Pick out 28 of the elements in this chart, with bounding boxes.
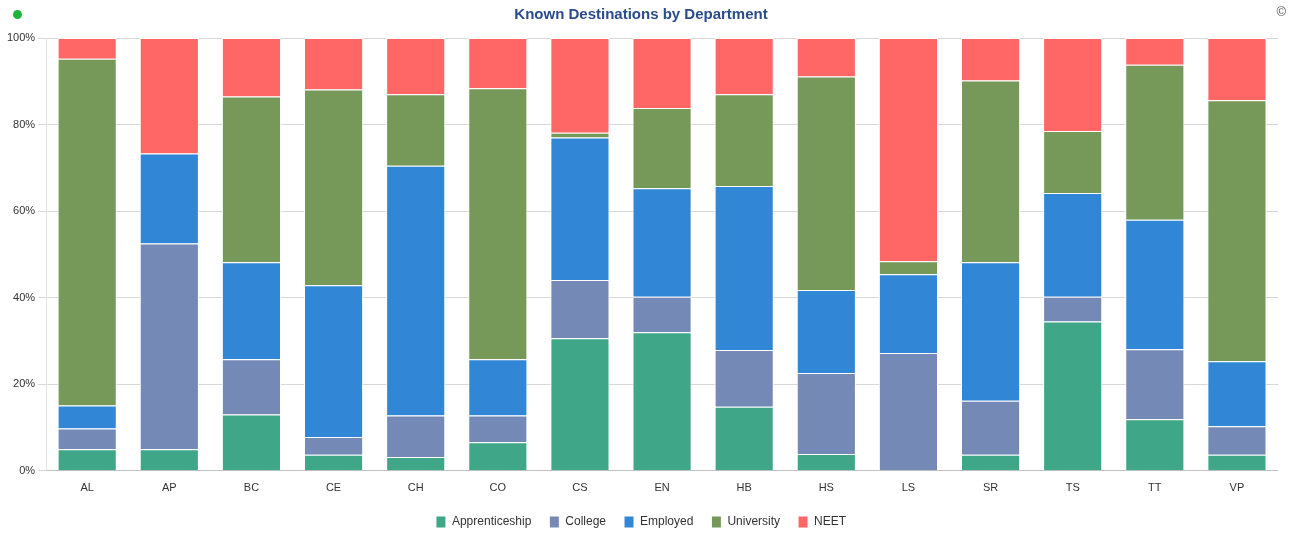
x-tick-label: CH — [407, 481, 424, 494]
x-tick-label: SR — [982, 481, 999, 494]
chart-title: Known Destinations by Department — [514, 5, 768, 23]
legend-label: College — [565, 514, 607, 529]
x-tick-label: TS — [1065, 481, 1080, 494]
legend-label: NEET — [814, 514, 847, 529]
x-tick-label: CO — [489, 481, 507, 494]
legend-label: Apprenticeship — [451, 514, 532, 529]
x-tick-label: AL — [80, 481, 94, 494]
x-tick-label: HB — [736, 481, 752, 494]
x-tick-label: LS — [901, 481, 916, 494]
x-tick-label: TT — [1148, 481, 1162, 494]
y-tick-label: 100% — [6, 31, 36, 44]
x-tick-label: HS — [818, 481, 834, 494]
y-tick-label: 0% — [19, 463, 36, 476]
x-tick-label: BC — [243, 481, 260, 494]
x-tick-label: CE — [325, 481, 342, 494]
y-tick-label: 80% — [13, 117, 36, 130]
x-tick-label: VP — [1229, 481, 1245, 494]
x-tick-label: EN — [654, 481, 670, 494]
y-tick-label: 20% — [13, 377, 36, 390]
y-tick-label: 60% — [13, 204, 36, 217]
y-tick-label: 40% — [13, 290, 36, 303]
legend-label: University — [727, 514, 781, 529]
text: © — [1276, 4, 1287, 20]
x-tick-label: CS — [572, 481, 588, 494]
x-tick-label: AP — [161, 481, 177, 494]
legend-label: Employed — [640, 514, 694, 529]
